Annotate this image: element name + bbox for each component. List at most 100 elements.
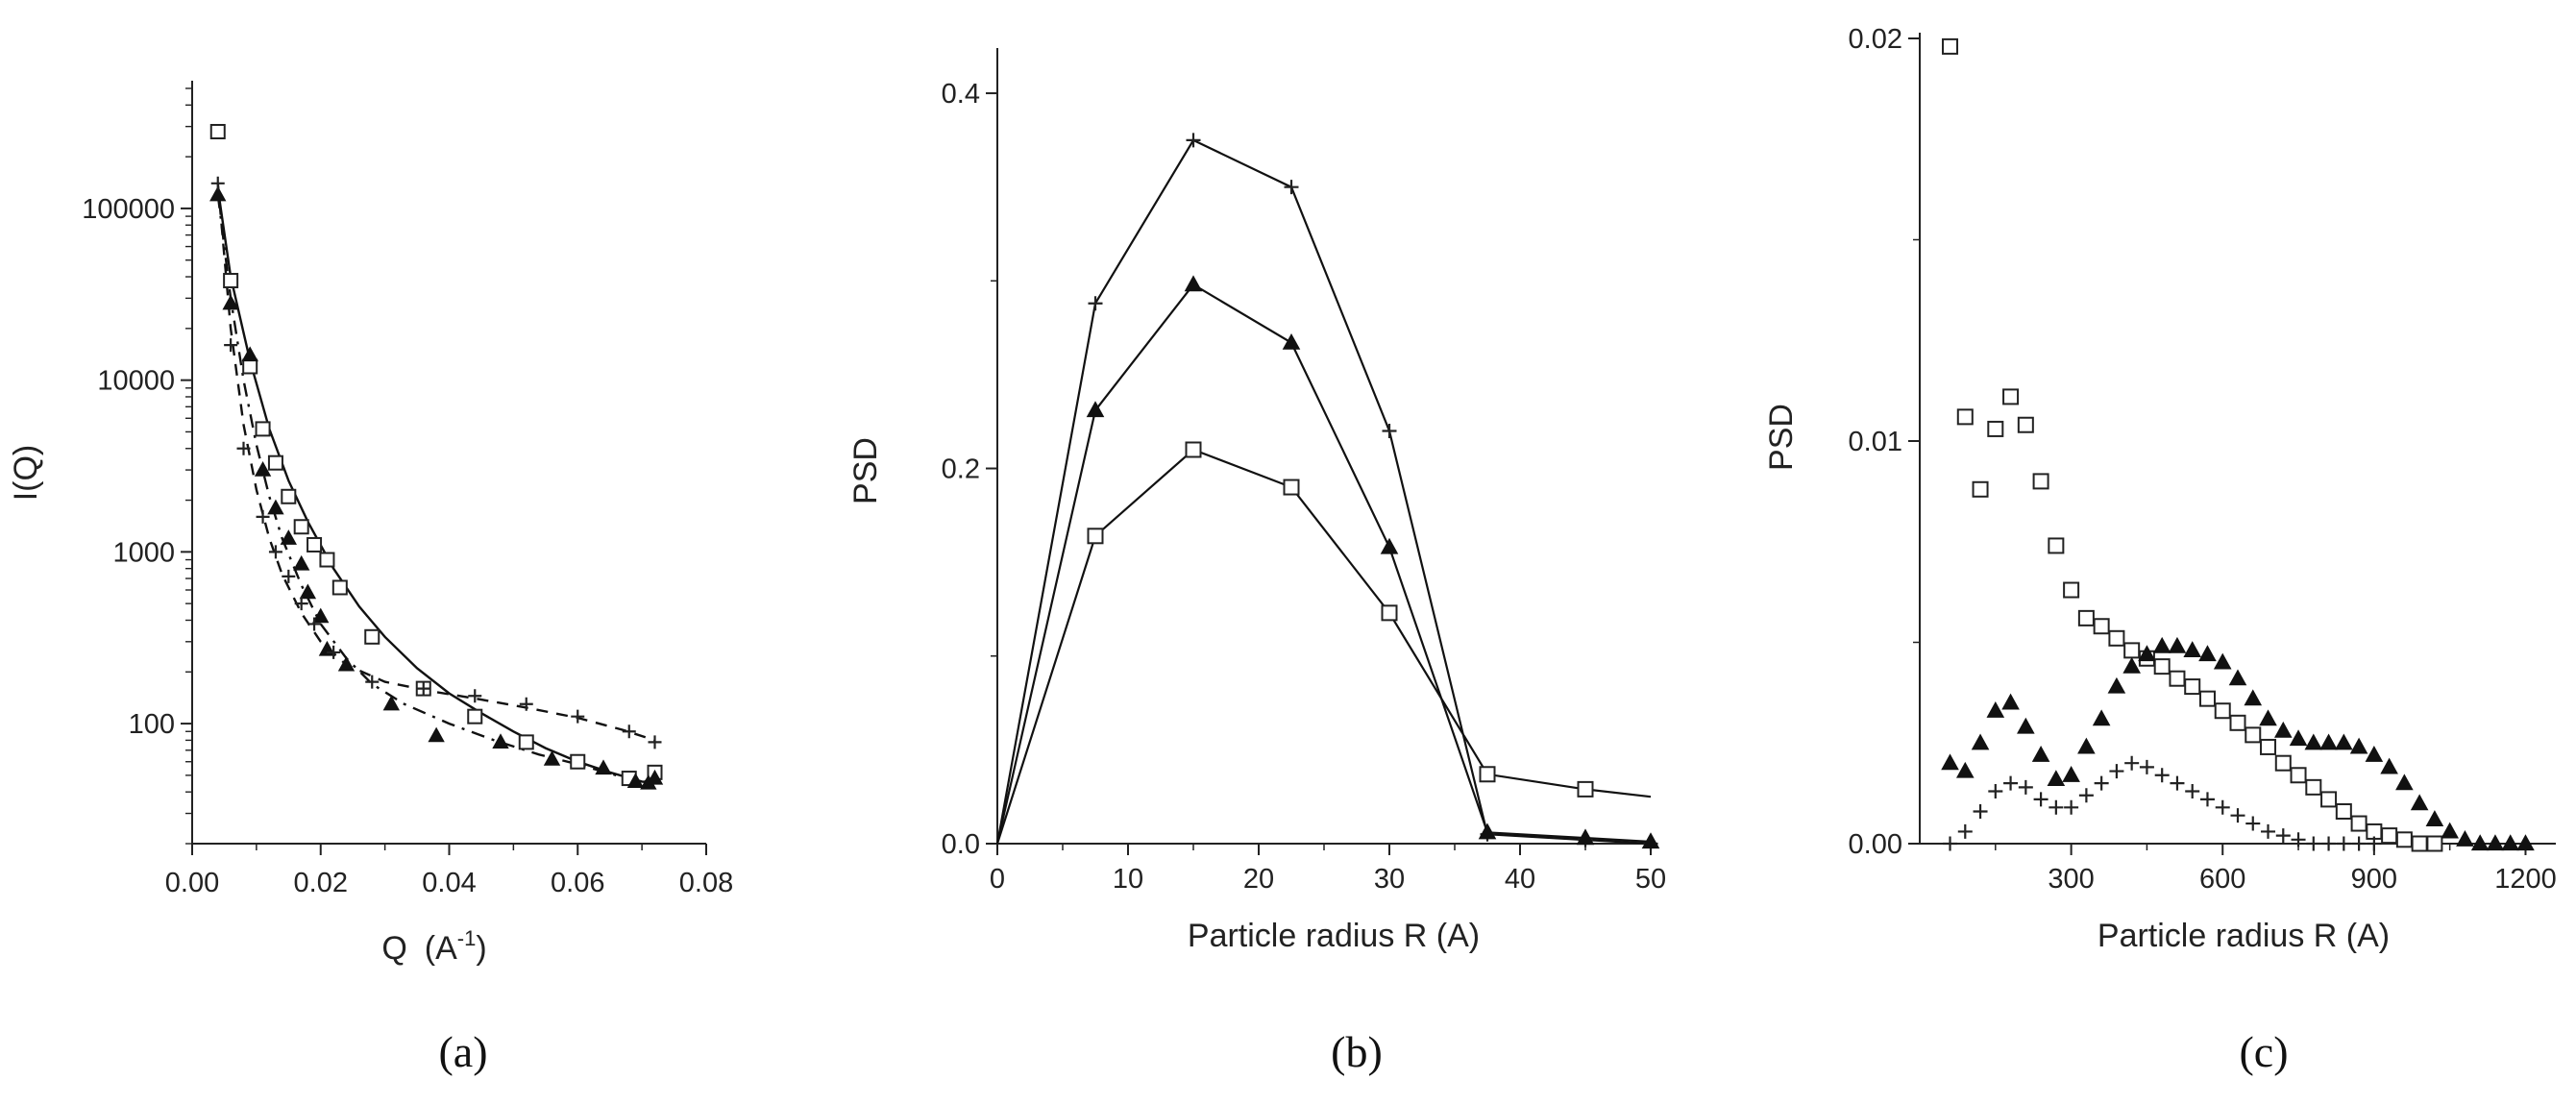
- x-axis-label-exponent: -1: [457, 926, 477, 950]
- data-point-series-2: [327, 645, 341, 659]
- data-point-series-1: [2501, 834, 2520, 851]
- data-point-series-0: [2184, 678, 2201, 696]
- data-point-series-1: [2456, 830, 2474, 847]
- data-point-series-2: [2367, 836, 2382, 851]
- data-point-series-2: [2139, 759, 2154, 774]
- data-point-series-1: [1282, 332, 1301, 350]
- data-point-series-1: [2122, 656, 2141, 674]
- data-point-series-1: [2365, 746, 2384, 762]
- y-tick-label: 0.01: [1849, 427, 1902, 457]
- data-point-series-2: [282, 569, 296, 583]
- data-point-series-2: [268, 545, 282, 559]
- data-point-series-1: [2441, 822, 2459, 839]
- data-point-series-1: [492, 733, 509, 749]
- data-point-series-0: [2426, 835, 2443, 852]
- x-tick-label: 300: [2048, 864, 2094, 895]
- data-point-series-2: [294, 597, 308, 611]
- data-point-series-2: [2199, 792, 2215, 807]
- data-point-series-0: [242, 358, 258, 375]
- data-point-series-2: [236, 441, 251, 455]
- x-tick-label: 1200: [2494, 864, 2557, 895]
- data-point-series-1: [1576, 828, 1595, 846]
- data-point-series-2: [2078, 788, 2094, 803]
- data-point-series-2: [1381, 604, 1398, 622]
- x-axis-label-close: ): [476, 930, 486, 967]
- data-point-series-1: [2077, 737, 2096, 754]
- data-point-series-2: [2230, 808, 2245, 823]
- data-point-series-0: [2229, 714, 2246, 731]
- panel-c-caption: (c): [2239, 1027, 2288, 1076]
- data-point-series-0: [518, 734, 534, 750]
- data-point-series-1: [382, 695, 400, 711]
- data-point-series-0: [2048, 537, 2065, 554]
- data-point-series-0: [2093, 618, 2110, 635]
- x-tick-label: 0: [990, 864, 1005, 895]
- data-point-series-2: [2109, 764, 2124, 779]
- data-point-series-2: [1988, 784, 2003, 799]
- x-axis-label: Particle radius R (A): [2098, 918, 2390, 954]
- data-point-series-2: [2124, 755, 2140, 771]
- data-point-series-2: [416, 681, 430, 696]
- data-point-series-2: [365, 675, 380, 689]
- fit-curve-series-0: [216, 188, 655, 785]
- data-point-series-0: [2108, 629, 2125, 647]
- data-point-series-1: [2380, 757, 2398, 774]
- data-point-series-1: [2001, 693, 2020, 710]
- data-point-series-0: [2169, 670, 2186, 687]
- data-point-series-2: [2306, 836, 2321, 851]
- data-point-series-0: [2032, 473, 2049, 490]
- data-point-series-0: [2063, 581, 2080, 599]
- data-point-series-1: [209, 185, 227, 202]
- data-point-series-0: [331, 579, 348, 596]
- data-point-series-2: [1943, 836, 1958, 851]
- data-point-series-1: [2017, 717, 2035, 734]
- y-tick-label: 0.00: [1849, 829, 1902, 860]
- data-point-series-2: [1577, 780, 1594, 798]
- fit-curve-series-2: [216, 183, 655, 742]
- data-point-series-2: [256, 509, 270, 524]
- data-point-series-0: [364, 628, 380, 645]
- data-point-series-2: [2291, 832, 2306, 847]
- series-line-0: [995, 138, 1652, 846]
- data-point-series-0: [267, 454, 283, 471]
- data-point-series-2: [2185, 784, 2200, 799]
- y-tick-label: 1000: [112, 537, 175, 568]
- data-point-series-2: [622, 724, 636, 739]
- data-point-series-2: [1087, 528, 1104, 545]
- x-tick-label: 0.08: [679, 868, 733, 898]
- x-axis-label: Q (A-1): [381, 926, 486, 967]
- data-point-series-2: [307, 617, 322, 631]
- data-point-series-0: [467, 708, 483, 724]
- data-point-series-1: [626, 773, 645, 788]
- data-point-series-1: [2273, 721, 2293, 738]
- data-point-series-1: [254, 460, 272, 477]
- y-axis-label: I(Q): [8, 445, 44, 502]
- data-point-series-2: [2351, 836, 2367, 851]
- data-point-series-1: [2289, 729, 2308, 747]
- data-point-series-1: [312, 607, 330, 624]
- x-axis-label: Particle radius R (A): [1188, 918, 1480, 954]
- data-point-series-1: [2138, 645, 2156, 662]
- y-tick-label: 100: [129, 709, 175, 740]
- data-point-series-1: [2259, 709, 2277, 726]
- data-point-series-2: [2215, 799, 2230, 815]
- data-point-series-1: [337, 655, 356, 672]
- data-point-series-1: [267, 499, 284, 515]
- data-point-series-1: [1086, 401, 1105, 418]
- data-point-series-1: [2349, 737, 2368, 754]
- data-point-series-0: [570, 753, 586, 770]
- y-tick-label: 0.02: [1849, 24, 1902, 55]
- data-point-series-2: [2170, 775, 2185, 791]
- data-point-series-2: [1283, 479, 1300, 496]
- panel-b-chart: 0 10 20 30 40 50 0.0 0.2 0.4 Particle radius R (A…: [847, 48, 1666, 954]
- data-point-series-1: [2047, 770, 2066, 787]
- data-point-series-2: [2321, 836, 2337, 851]
- data-point-series-2: [2033, 792, 2049, 807]
- data-point-series-0: [2260, 738, 2277, 755]
- panel-b-caption: (b): [1331, 1027, 1383, 1076]
- data-point-series-0: [319, 552, 335, 568]
- data-point-series-2: [2049, 799, 2064, 815]
- data-point-series-1: [2062, 766, 2080, 782]
- y-tick-label: 0.2: [942, 454, 980, 485]
